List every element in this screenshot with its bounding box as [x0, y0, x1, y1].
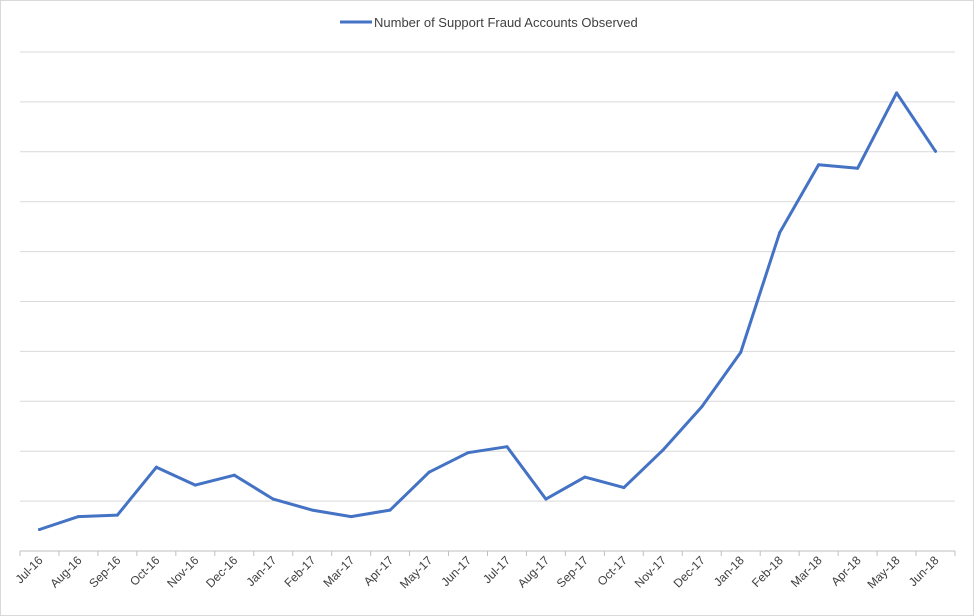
data-point: [739, 350, 743, 354]
x-tick-label: Jan-18: [711, 553, 747, 589]
x-tick-label: May-17: [397, 553, 435, 591]
x-tick-label: Mar-18: [788, 553, 825, 590]
data-point: [310, 508, 314, 512]
x-tick-label: Nov-16: [164, 553, 201, 590]
data-point: [115, 513, 119, 517]
series-group: [37, 91, 938, 532]
data-point: [934, 149, 938, 153]
x-tick-label: Dec-17: [671, 553, 708, 590]
series-line: [38, 91, 937, 531]
data-point: [661, 448, 665, 452]
x-axis-ticks: [19, 551, 956, 556]
x-tick-label: Jun-18: [906, 553, 942, 589]
x-tick-label: Feb-18: [749, 553, 786, 590]
gridlines: [20, 51, 955, 502]
x-tick-label: Aug-17: [515, 553, 552, 590]
data-point: [544, 497, 548, 501]
legend-label: Number of Support Fraud Accounts Observe…: [374, 15, 638, 30]
x-tick-label: Oct-16: [127, 553, 163, 589]
data-point: [232, 473, 236, 477]
x-axis-labels: Jul-16 Aug-16 Sep-16 Oct-16 Nov-16 Dec-16 Jan-…: [13, 553, 942, 591]
data-point: [466, 451, 470, 455]
data-point: [505, 445, 509, 449]
data-point: [271, 497, 275, 501]
data-point: [895, 91, 899, 95]
x-tick-label: Aug-16: [47, 553, 84, 590]
data-point: [856, 166, 860, 170]
x-tick-label: Feb-17: [282, 553, 319, 590]
x-tick-label: Sep-17: [554, 553, 591, 590]
data-point: [76, 515, 80, 519]
data-point: [700, 405, 704, 409]
data-point: [622, 486, 626, 490]
data-point: [388, 508, 392, 512]
data-point: [778, 231, 782, 235]
legend: Number of Support Fraud Accounts Observe…: [340, 15, 638, 30]
x-tick-label: Mar-17: [320, 553, 357, 590]
data-point: [349, 515, 353, 519]
data-point: [817, 163, 821, 167]
x-tick-label: Jan-17: [243, 553, 279, 589]
data-point: [583, 475, 587, 479]
x-tick-label: May-18: [864, 553, 902, 591]
data-point: [37, 528, 41, 532]
x-tick-label: Jun-17: [438, 553, 474, 589]
data-point: [427, 470, 431, 474]
x-tick-label: Oct-17: [595, 553, 631, 589]
x-tick-label: Apr-18: [828, 553, 864, 589]
x-tick-label: Apr-17: [361, 553, 397, 589]
x-tick-label: Dec-16: [203, 553, 240, 590]
data-point: [154, 465, 158, 469]
x-tick-label: Sep-16: [86, 553, 123, 590]
x-tick-label: Nov-17: [632, 553, 669, 590]
data-point: [193, 483, 197, 487]
x-tick-label: Jul-16: [13, 553, 46, 586]
x-tick-label: Jul-17: [480, 553, 513, 586]
